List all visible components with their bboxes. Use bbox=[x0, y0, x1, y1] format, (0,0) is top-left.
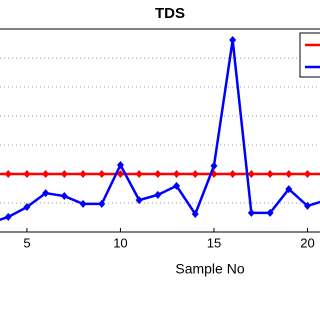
data-point bbox=[191, 210, 199, 219]
x-axis-label: Sample No bbox=[175, 261, 244, 277]
data-point bbox=[285, 170, 293, 178]
data-point bbox=[60, 192, 68, 201]
x-tick-label: 15 bbox=[207, 235, 221, 250]
grid bbox=[0, 28, 320, 233]
data-point bbox=[98, 199, 106, 208]
plot-area bbox=[0, 36, 320, 222]
data-point bbox=[116, 170, 124, 178]
data-point bbox=[4, 170, 12, 178]
legend bbox=[299, 32, 320, 78]
data-point bbox=[303, 170, 311, 178]
data-point bbox=[210, 161, 218, 170]
x-tick-label: 5 bbox=[23, 235, 30, 250]
data-point bbox=[247, 208, 255, 217]
data-point bbox=[154, 190, 162, 199]
data-point bbox=[173, 170, 181, 178]
data-point bbox=[154, 170, 162, 178]
data-point bbox=[135, 196, 143, 205]
data-point bbox=[229, 36, 237, 45]
data-point bbox=[60, 170, 68, 178]
data-point bbox=[173, 181, 181, 190]
data-point bbox=[135, 170, 143, 178]
data-point bbox=[116, 161, 124, 170]
legend-box bbox=[299, 32, 320, 78]
x-tick-label: 10 bbox=[113, 235, 127, 250]
data-point bbox=[79, 199, 87, 208]
chart-title: TDS bbox=[155, 5, 185, 22]
data-point bbox=[4, 212, 12, 221]
data-point bbox=[98, 170, 106, 178]
data-point bbox=[229, 170, 237, 178]
x-tick-label: 20 bbox=[300, 235, 314, 250]
data-point bbox=[285, 185, 293, 194]
data-point bbox=[266, 170, 274, 178]
data-point bbox=[42, 189, 50, 198]
data-point bbox=[191, 170, 199, 178]
data-point bbox=[42, 170, 50, 178]
data-point bbox=[23, 170, 31, 178]
data-point bbox=[303, 201, 311, 210]
data-point bbox=[79, 170, 87, 178]
data-point bbox=[23, 203, 31, 212]
data-point bbox=[266, 208, 274, 217]
data-point bbox=[247, 170, 255, 178]
x-ticks: 5 10 15 20 bbox=[23, 235, 314, 250]
